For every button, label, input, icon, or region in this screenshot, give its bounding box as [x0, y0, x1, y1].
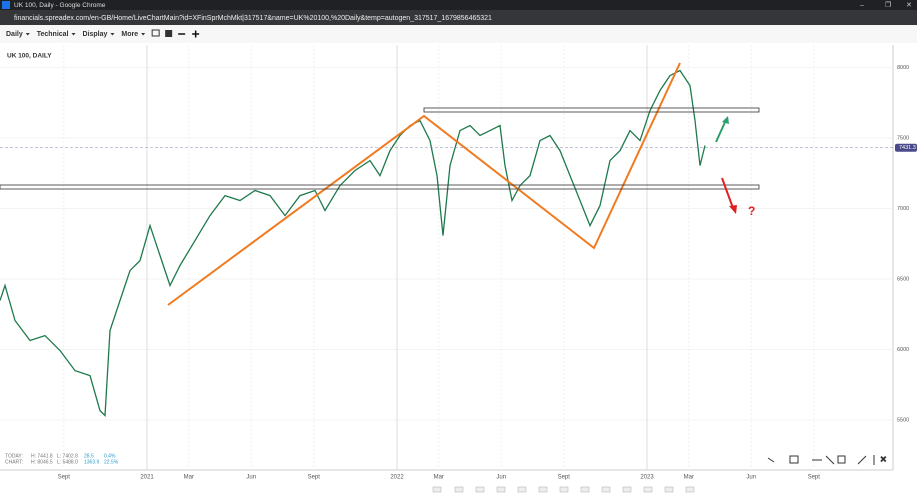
scroll-nav: [432, 486, 695, 493]
info-text: 1363.9: [84, 459, 100, 465]
menu-item[interactable]: Technical: [37, 31, 69, 38]
y-tick-label: 5500: [897, 418, 909, 424]
up-arrow-head: [722, 116, 729, 124]
x-tick-label: Sept: [308, 475, 321, 481]
maximize[interactable]: ❐: [885, 1, 891, 9]
y-tick-label: 6500: [897, 277, 909, 283]
toolbar: [0, 25, 917, 43]
price-line: [0, 69, 706, 417]
drawing-tools: ✕: [767, 455, 888, 465]
tool[interactable]: [837, 455, 846, 464]
nav-button[interactable]: [475, 486, 485, 493]
menu-caret: [141, 33, 146, 36]
y-tick-label: 7000: [897, 206, 909, 212]
nav-button[interactable]: [664, 486, 674, 493]
info-text: 0.4%: [104, 453, 116, 459]
zoom-in[interactable]: [192, 30, 200, 38]
last-price-box: [895, 143, 917, 152]
x-tick-label: Sept: [58, 475, 71, 481]
question-mark: ?: [748, 204, 755, 218]
support-box: [0, 184, 760, 190]
x-tick-label: Sept: [558, 475, 571, 481]
x-tick-label: Sept: [808, 475, 821, 481]
x-tick-label: 2021: [140, 475, 154, 481]
menu-item[interactable]: More: [121, 31, 138, 38]
nav-button[interactable]: [432, 486, 442, 493]
nav-button[interactable]: [601, 486, 611, 493]
x-tick-label: Mar: [434, 475, 444, 481]
open-icon[interactable]: [151, 29, 160, 37]
x-tick-label: Jun: [246, 475, 256, 481]
trend-lines: [167, 62, 681, 306]
nav-button[interactable]: [517, 486, 527, 493]
window-title: UK 100, Daily - Google Chrome: [14, 2, 106, 9]
nav-button[interactable]: [454, 486, 464, 493]
x-tick-label: Jun: [746, 475, 756, 481]
x-tick-label: Jun: [496, 475, 506, 481]
info-text: 22.5%: [104, 459, 119, 465]
tool[interactable]: [857, 455, 867, 465]
menu-caret: [71, 33, 76, 36]
info-text: H: 7441.8: [31, 453, 53, 459]
nav-button[interactable]: [643, 486, 653, 493]
down-arrow-head: [729, 205, 737, 214]
y-tick-label: 6000: [897, 347, 909, 353]
app-icon: [2, 1, 10, 9]
x-tick-label: Mar: [684, 475, 694, 481]
menu-caret: [110, 33, 115, 36]
menu-item[interactable]: Display: [83, 31, 108, 38]
nav-button[interactable]: [559, 486, 569, 493]
y-tick-label: 7500: [897, 136, 909, 142]
tool[interactable]: [825, 455, 835, 465]
y-tick-label: 8000: [897, 65, 909, 71]
url-bar: [0, 10, 917, 25]
title-bar: [0, 0, 917, 10]
up-arrow: [715, 119, 727, 143]
x-tick-label: Mar: [184, 475, 194, 481]
x-tick-label: 2023: [640, 475, 654, 481]
chart-title: UK 100, DAILY: [7, 53, 52, 60]
resistance-box: [423, 107, 760, 113]
info-text: TODAY:: [5, 453, 23, 459]
tool[interactable]: [789, 455, 799, 464]
info-text: 28.5: [84, 453, 94, 459]
info-text: L: 5488.0: [57, 459, 78, 465]
minimize[interactable]: –: [860, 2, 864, 9]
menu-caret: [25, 33, 30, 36]
tool[interactable]: [767, 457, 775, 463]
nav-button[interactable]: [622, 486, 632, 493]
x-tick-label: 2022: [390, 475, 404, 481]
down-arrow: [721, 177, 734, 209]
save-icon[interactable]: [165, 30, 173, 37]
last-price-label: 7431.3: [899, 145, 916, 151]
close[interactable]: ✕: [906, 2, 912, 9]
info-text: H: 8046.5: [31, 459, 53, 465]
url[interactable]: financials.spreadex.com/en-GB/Home/LiveC…: [14, 15, 492, 22]
tool-close[interactable]: ✕: [880, 455, 888, 465]
info-text: L: 7402.8: [57, 453, 78, 459]
nav-button[interactable]: [580, 486, 590, 493]
info-text: CHART:: [5, 459, 23, 465]
nav-button[interactable]: [538, 486, 548, 493]
menu-item[interactable]: Daily: [6, 31, 23, 38]
nav-button[interactable]: [685, 486, 695, 493]
nav-button[interactable]: [496, 486, 506, 493]
